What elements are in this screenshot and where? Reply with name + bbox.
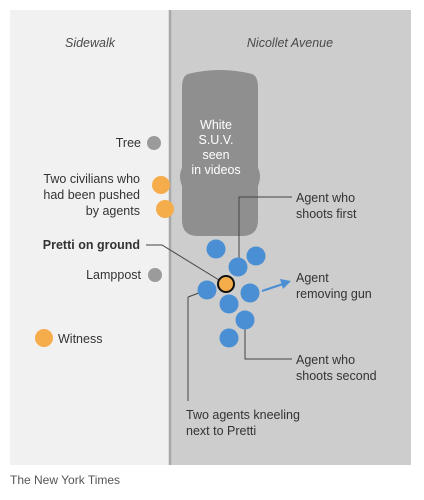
pretti-leader-line — [146, 244, 220, 281]
source-credit: The New York Times — [10, 473, 121, 487]
agent-marker — [246, 246, 266, 266]
civilians-label-line-3: by agents — [86, 204, 140, 218]
agent-marker — [240, 283, 260, 303]
suv-label-line-3: seen — [202, 148, 229, 162]
agent-gun-label-line-2: removing gun — [296, 287, 372, 301]
agent-second-leader-line — [244, 325, 292, 360]
kneeling-label-line-1: Two agents kneeling — [186, 408, 300, 422]
agent-marker — [197, 280, 217, 300]
gun-direction-arrow — [261, 283, 284, 292]
pretti-label: Pretti on ground — [43, 238, 140, 252]
suv-label-line-1: White — [200, 118, 232, 132]
agent-first-label-line-2: shoots first — [296, 207, 357, 221]
agent-marker — [206, 239, 226, 259]
tree-label: Tree — [116, 136, 141, 150]
civilians-label-line-1: Two civilians who — [43, 172, 140, 186]
agent-gun-label-line-1: Agent — [296, 271, 329, 285]
witness-label: Witness — [58, 332, 102, 346]
civilian-marker — [152, 176, 170, 194]
agent-first-leader-line — [238, 196, 292, 262]
gun-arrow-head — [280, 279, 291, 289]
suv-shape — [180, 70, 260, 236]
civilians-label-line-2: had been pushed — [43, 188, 140, 202]
tree-marker — [147, 136, 161, 150]
agent-marker — [228, 257, 248, 277]
witness-marker — [35, 329, 53, 347]
agent-marker — [219, 328, 239, 348]
agent-second-label-line-2: shoots second — [296, 369, 377, 383]
lamppost-marker — [148, 268, 162, 282]
civilian-marker — [156, 200, 174, 218]
street-title: Nicollet Avenue — [247, 36, 333, 50]
sidewalk-title: Sidewalk — [65, 36, 116, 50]
agent-second-label-line-1: Agent who — [296, 353, 355, 367]
suv-label-line-2: S.U.V. — [199, 133, 234, 147]
kneeling-label-line-2: next to Pretti — [186, 424, 256, 438]
sidewalk-area — [10, 10, 170, 465]
agent-marker — [219, 294, 239, 314]
pretti-marker — [217, 275, 235, 293]
agent-first-label-line-1: Agent who — [296, 191, 355, 205]
suv-label-line-4: in videos — [191, 163, 240, 177]
agent-marker — [235, 310, 255, 330]
lamppost-label: Lamppost — [86, 268, 141, 282]
